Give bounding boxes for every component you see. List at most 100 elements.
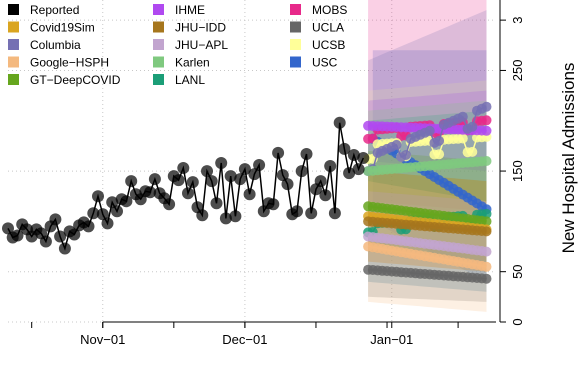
- legend-swatch: [153, 4, 164, 15]
- reported-point: [125, 175, 138, 188]
- legend-swatch: [290, 21, 301, 33]
- reported-line: [7, 122, 364, 251]
- reported-point: [248, 168, 261, 181]
- reported-point: [186, 176, 199, 189]
- legend-label: Columbia: [30, 38, 81, 52]
- reported-point: [120, 195, 133, 208]
- reported-point: [39, 235, 52, 248]
- y-tick-label: 150: [510, 160, 525, 182]
- legend-label: USC: [312, 56, 338, 70]
- forecast-point: [391, 139, 402, 150]
- legend-label: JHU−APL: [175, 38, 228, 52]
- forecast-point: [424, 125, 435, 136]
- forecast-series-group: [363, 156, 492, 177]
- forecast-point: [481, 216, 492, 227]
- legend-swatch: [153, 56, 164, 68]
- reported-point: [144, 186, 157, 199]
- legend-entry: Google−HSPH: [8, 56, 109, 70]
- legend-swatch: [153, 21, 164, 33]
- reported-point: [300, 148, 313, 160]
- forecast-series-group: [363, 241, 492, 272]
- reported-point: [234, 173, 247, 186]
- forecast-series-group: [363, 216, 492, 237]
- legend: Reported Covid19Sim Columbia Google−HSPH GT−…: [8, 3, 347, 87]
- forecast-point: [457, 133, 468, 144]
- legend-label: JHU−IDD: [175, 21, 226, 35]
- reported-point: [82, 220, 95, 233]
- reported-point: [177, 162, 190, 174]
- legend-entry: JHU−IDD: [153, 21, 226, 35]
- forecast-point: [457, 111, 468, 122]
- reported-point: [333, 116, 346, 129]
- reported-point: [201, 165, 213, 178]
- reported-point: [338, 142, 351, 155]
- legend-entry: Karlen: [153, 56, 210, 70]
- reported-point: [148, 173, 161, 186]
- forecast-point: [481, 273, 492, 284]
- reported-point: [182, 187, 194, 200]
- reported-point: [347, 149, 360, 161]
- legend-entry: Reported: [8, 3, 79, 17]
- forecast-point: [434, 149, 445, 160]
- reported-point: [314, 175, 327, 188]
- reported-point: [229, 210, 242, 223]
- legend-label: MOBS: [312, 3, 347, 17]
- legend-entry: UCSB: [290, 38, 345, 52]
- forecast-series-group: [363, 201, 492, 227]
- reported-point: [224, 170, 237, 183]
- y-tick-label: 250: [510, 60, 525, 82]
- legend-label: UCLA: [312, 21, 344, 35]
- y-tick-label: 0: [510, 318, 525, 325]
- legend-swatch: [290, 56, 301, 68]
- legend-swatch: [8, 21, 19, 33]
- reported-point: [106, 196, 119, 209]
- forecast-point: [481, 101, 492, 112]
- forecast-point: [401, 150, 411, 160]
- legend-label: LANL: [175, 73, 205, 87]
- forecast-point: [481, 115, 492, 126]
- forecast-point: [481, 261, 492, 272]
- legend-swatch: [153, 74, 164, 85]
- legend-entry: UCLA: [290, 21, 344, 35]
- legend-swatch: [153, 39, 164, 50]
- reported-point: [238, 163, 251, 176]
- reported-point: [58, 242, 71, 255]
- legend-label: IHME: [175, 3, 205, 17]
- legend-entry: GT−DeepCOVID: [8, 73, 121, 87]
- reported-point: [272, 146, 285, 159]
- legend-label: Covid19Sim: [30, 21, 95, 35]
- reported-point: [295, 165, 308, 178]
- legend-entry: IHME: [153, 3, 205, 17]
- forecast-series-group: [363, 264, 492, 284]
- reported-point: [210, 197, 223, 210]
- reported-point: [2, 222, 14, 235]
- legend-label: GT−DeepCOVID: [30, 73, 121, 87]
- legend-entry: MOBS: [290, 3, 347, 17]
- reported-point: [352, 163, 365, 176]
- reported-point: [357, 152, 370, 164]
- y-tick-label: 50: [510, 264, 525, 278]
- forecast-point: [481, 125, 492, 136]
- reported-point: [101, 217, 114, 230]
- forecast-point: [467, 121, 478, 132]
- legend-swatch: [290, 4, 301, 15]
- reported-point: [205, 175, 218, 188]
- legend-entry: Columbia: [8, 38, 81, 52]
- legend-swatch: [8, 39, 19, 50]
- x-tick-label: Nov−01: [80, 332, 125, 347]
- forecast-point: [467, 146, 478, 157]
- forecast-point: [481, 156, 492, 166]
- x-tick-label: Jan−01: [370, 332, 413, 347]
- reported-point: [276, 169, 289, 182]
- reported-point: [324, 160, 337, 172]
- forecast-band: [368, 150, 487, 262]
- legend-label: Reported: [30, 3, 79, 17]
- reported-point: [49, 213, 62, 226]
- forecast-series: [363, 101, 492, 284]
- legend-entry: Covid19Sim: [8, 21, 95, 35]
- reported-point: [68, 228, 81, 241]
- reported-series: [2, 116, 370, 255]
- reported-point: [328, 207, 341, 220]
- legend-entry: LANL: [153, 73, 205, 87]
